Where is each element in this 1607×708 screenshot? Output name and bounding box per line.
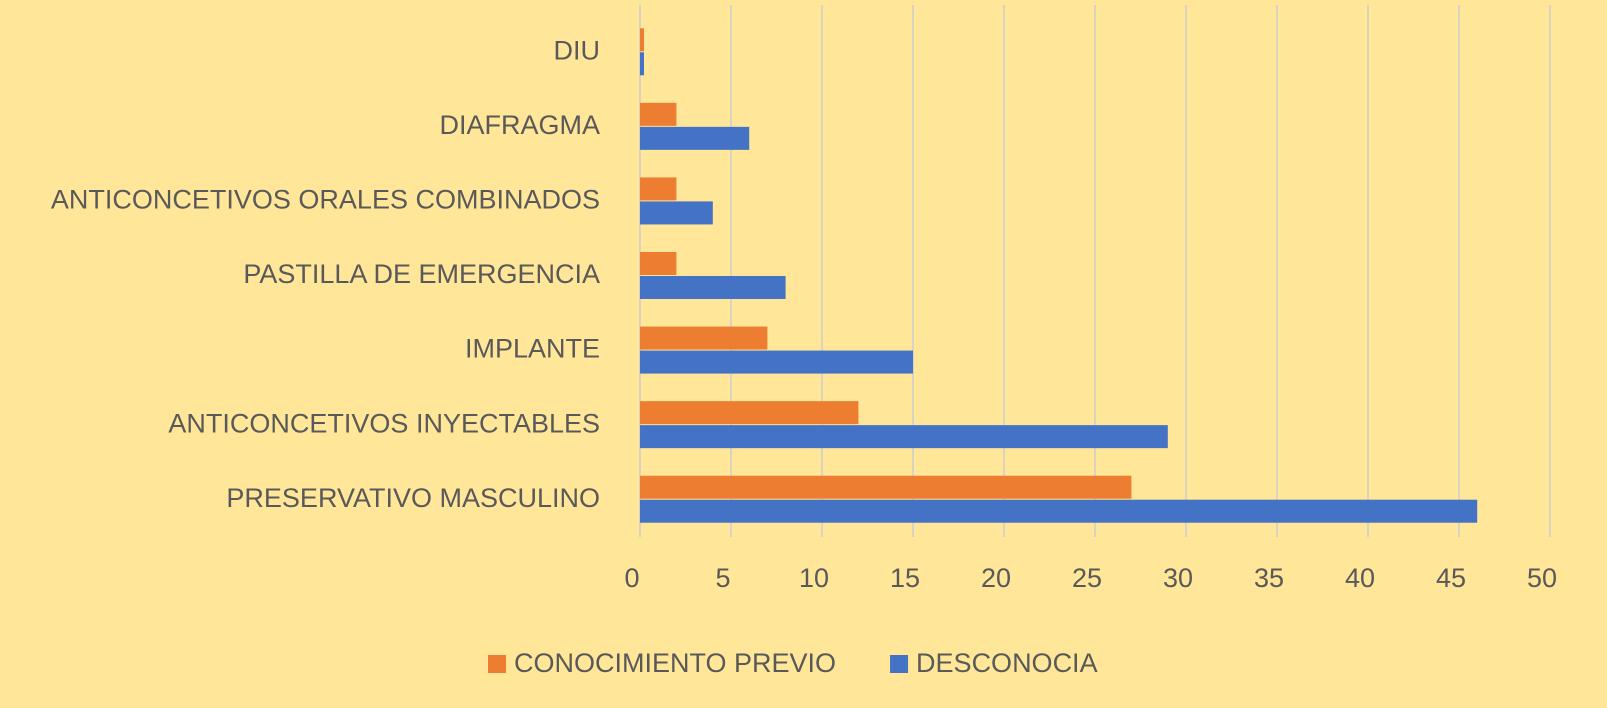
y-tick-label: ANTICONCETIVOS INYECTABLES (168, 408, 600, 438)
x-tick-label: 20 (981, 563, 1011, 593)
y-tick-label: PRESERVATIVO MASCULINO (226, 483, 600, 513)
bar (640, 28, 644, 52)
y-tick-label: DIU (554, 35, 601, 65)
x-tick-label: 15 (890, 563, 920, 593)
legend-label: DESCONOCIA (916, 648, 1098, 678)
x-tick-label: 25 (1072, 563, 1102, 593)
x-tick-label: 35 (1254, 563, 1284, 593)
bar (640, 102, 677, 126)
bar (640, 201, 713, 225)
x-tick-label: 40 (1345, 563, 1375, 593)
x-tick-label: 0 (624, 563, 639, 593)
x-tick-label: 10 (799, 563, 829, 593)
bar (640, 276, 786, 299)
bar (640, 52, 644, 76)
bar (640, 425, 1168, 449)
legend-label: CONOCIMIENTO PREVIO (514, 648, 836, 678)
x-tick-label: 45 (1436, 563, 1466, 593)
legend-swatch (488, 655, 506, 673)
x-tick-label: 50 (1527, 563, 1557, 593)
x-tick-label: 5 (715, 563, 730, 593)
bar (640, 252, 677, 275)
y-tick-label: DIAFRAGMA (439, 110, 600, 140)
bar (640, 401, 859, 425)
y-tick-label: IMPLANTE (465, 334, 600, 364)
bar (640, 499, 1478, 523)
bar (640, 126, 750, 150)
y-tick-label: PASTILLA DE EMERGENCIA (243, 259, 600, 289)
legend-swatch (890, 655, 909, 673)
x-tick-label: 30 (1163, 563, 1193, 593)
bar (640, 177, 677, 201)
bar (640, 350, 913, 374)
y-tick-label: ANTICONCETIVOS ORALES COMBINADOS (51, 185, 600, 215)
bar (640, 326, 768, 350)
bar (640, 475, 1132, 499)
